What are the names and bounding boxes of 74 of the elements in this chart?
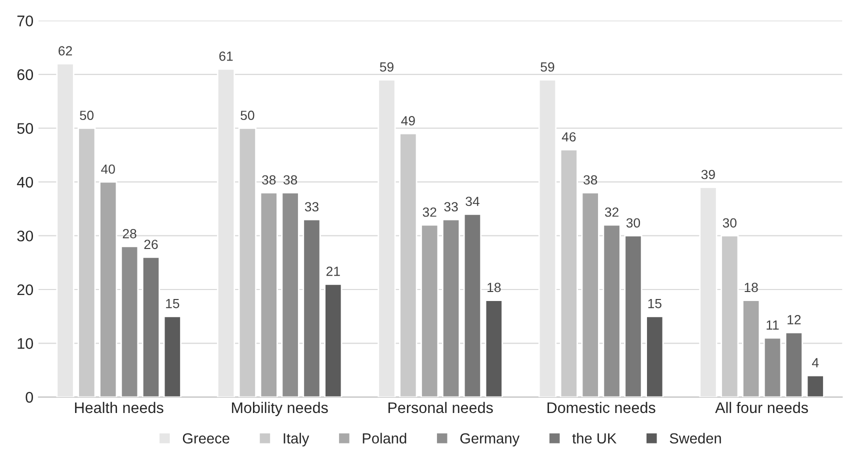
data-label: 62	[58, 46, 72, 56]
data-label: 12	[788, 315, 801, 324]
bar	[463, 214, 482, 398]
data-label: 26	[144, 240, 158, 250]
data-label: 15	[166, 299, 180, 308]
y-tick-label: 50	[17, 123, 34, 134]
y-tick-label: 40	[16, 176, 34, 188]
data-label: 50	[240, 110, 254, 120]
data-label: 15	[648, 299, 662, 308]
bar	[56, 62, 74, 398]
data-label: 18	[488, 282, 501, 292]
data-label: 40	[101, 164, 115, 174]
data-label: 59	[540, 62, 554, 72]
data-label: 50	[80, 110, 94, 120]
bar	[302, 218, 321, 398]
data-label: 28	[122, 228, 136, 238]
legend-label: Germany	[460, 433, 520, 446]
legend-label: Poland	[362, 432, 406, 444]
bar	[378, 79, 396, 398]
bar	[99, 181, 118, 398]
data-label: 59	[380, 62, 394, 72]
y-tick-label: 0	[26, 392, 34, 403]
legend-label: the UK	[572, 432, 616, 444]
bar	[646, 316, 664, 398]
bar	[784, 332, 804, 398]
bar	[420, 224, 439, 398]
bar	[624, 235, 642, 398]
bar	[806, 374, 824, 398]
bar	[581, 192, 600, 398]
x-tick-label: Domestic needs	[548, 402, 656, 414]
data-label: 34	[466, 196, 480, 206]
bar	[602, 224, 621, 398]
data-label: 32	[604, 207, 618, 217]
data-label: 33	[304, 202, 318, 212]
bar	[484, 300, 503, 398]
y-tick-label: 60	[17, 69, 34, 80]
bar	[699, 186, 718, 398]
data-label: 4	[812, 358, 819, 368]
bar	[142, 256, 160, 398]
data-label: 18	[744, 282, 758, 292]
data-label: 30	[626, 218, 640, 228]
y-tick-label: 70	[17, 16, 34, 26]
bar	[120, 246, 139, 398]
legend-label: Greece	[182, 433, 230, 444]
data-label: 21	[326, 266, 340, 276]
bar	[742, 300, 760, 398]
data-label: 30	[722, 218, 736, 228]
bar	[442, 218, 460, 398]
data-label: 49	[401, 116, 415, 126]
data-label: 46	[562, 132, 576, 142]
data-label: 38	[584, 175, 598, 185]
y-tick-label: 20	[17, 284, 34, 296]
data-label: 39	[701, 170, 715, 180]
legend-label: Sweden	[670, 432, 721, 444]
bar	[324, 283, 342, 398]
data-label: 11	[766, 320, 779, 330]
bar	[163, 316, 182, 398]
x-tick-label: Health needs	[75, 402, 164, 414]
legend-label: Italy	[284, 432, 310, 446]
data-label: 38	[283, 175, 298, 185]
data-label: 38	[262, 175, 276, 185]
data-label: 61	[219, 52, 233, 61]
x-tick-label: Mobility needs	[232, 402, 328, 416]
data-label: 32	[422, 207, 436, 217]
x-tick-label: Personal needs	[388, 402, 493, 414]
bar	[260, 192, 278, 398]
bar	[281, 192, 300, 398]
bar	[538, 79, 557, 398]
y-tick-label: 30	[17, 230, 34, 242]
data-label: 33	[444, 202, 458, 212]
y-tick-label: 10	[18, 338, 34, 349]
bar	[216, 68, 236, 398]
bar	[763, 337, 782, 398]
x-tick-label: All four needs	[715, 402, 808, 414]
